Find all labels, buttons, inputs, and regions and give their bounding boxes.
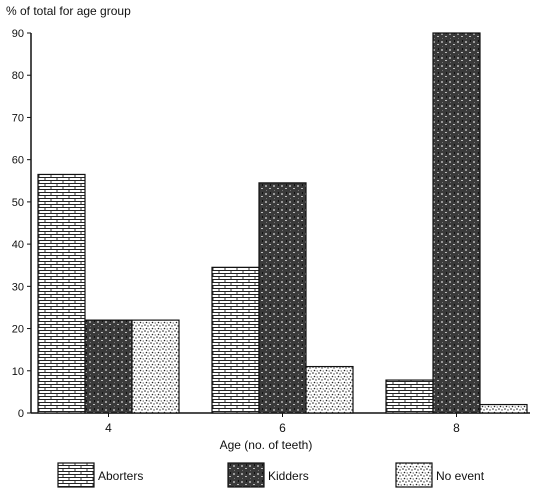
legend-label: Aborters [98,469,143,483]
y-tick-label: 90 [12,28,24,40]
bar-no-event-6 [305,365,354,414]
bar-kidders-4 [84,319,133,414]
y-tick-label: 70 [12,112,24,124]
bar-kidders-8 [432,32,481,414]
x-axis-label: Age (no. of teeth) [220,438,313,452]
y-tick-label: 60 [12,155,24,167]
y-ticks: 0 10 20 30 40 50 60 70 80 90 [12,28,31,420]
y-tick-label: 80 [12,70,24,82]
bar-no-event-4 [131,319,180,414]
legend: Aborters Kidders No event [57,462,485,488]
chart-title: % of total for age group [6,4,131,18]
bar-no-event-8 [479,403,528,414]
bars [37,32,528,414]
bar-aborters-4 [37,173,86,414]
y-tick-label: 0 [18,408,24,420]
y-tick-label: 50 [12,197,24,209]
legend-swatch-kidders [227,462,265,488]
x-ticks: 4 6 8 [105,413,460,435]
bar-kidders-6 [258,182,307,414]
bar-aborters-6 [211,266,260,414]
y-tick-label: 40 [12,239,24,251]
x-tick-label: 6 [279,421,286,435]
bar-aborters-8 [385,379,434,414]
legend-swatch-aborters [57,462,95,488]
legend-swatch-no-event [395,462,433,488]
y-tick-label: 20 [12,324,24,336]
y-tick-label: 10 [12,366,24,378]
x-tick-label: 4 [105,421,112,435]
legend-label: No event [436,469,485,483]
x-tick-label: 8 [453,421,460,435]
y-tick-label: 30 [12,281,24,293]
legend-label: Kidders [268,469,309,483]
